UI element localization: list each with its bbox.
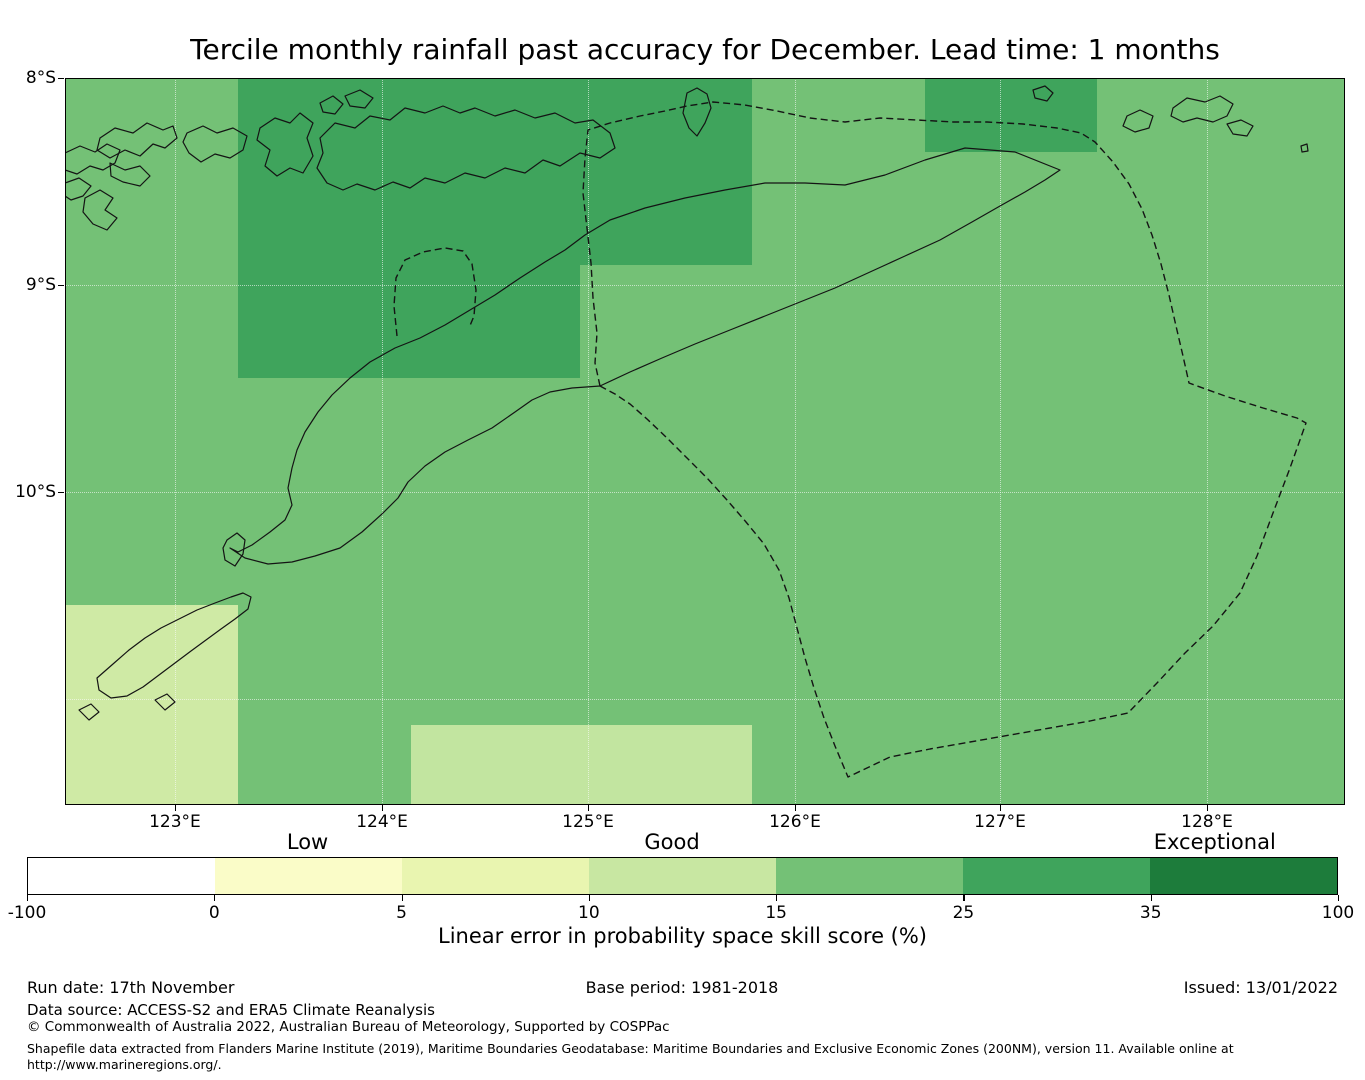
colorbar-segment-5-10 [402,858,589,894]
colorbar-tick-label: -100 [7,903,47,923]
x-tick-label: 124°E [356,812,408,832]
chart-title: Tercile monthly rainfall past accuracy f… [190,33,1220,66]
gridline-longitude [794,78,796,805]
oecusse-boundary-line [393,247,477,337]
colorbar-tick-mark [776,895,778,901]
colorbar-tick-label: 25 [952,903,975,923]
coastlines [65,85,1309,721]
footer-issued: Issued: 13/01/2022 [1183,978,1338,997]
small-island-coastline [154,693,176,711]
small-island-coastline [1226,119,1254,137]
x-tick-label: 123°E [149,812,201,832]
y-tick-mark [58,492,64,494]
colorbar-segment-0-5 [215,858,402,894]
gridline-longitude [588,78,589,805]
gridline-longitude [382,78,384,805]
x-tick-mark [588,805,590,811]
gridline-longitude [1000,78,1002,805]
colorbar-tick-label: 100 [1321,903,1355,923]
y-tick-mark [58,78,64,80]
colorbar-segment--100-0 [28,858,215,894]
pantar-island-coastline [256,112,314,177]
alor-island-coastline [316,105,616,191]
colorbar-tick-mark [401,895,403,901]
eez-boundaries-dashed [393,101,1307,778]
footer-copyright: © Commonwealth of Australia 2022, Austra… [27,1019,670,1035]
colorbar-tick-label: 15 [765,903,787,923]
footer-shapefile-note: Shapefile data extracted from Flanders M… [27,1041,1234,1073]
y-tick-label: 9°S [25,274,56,295]
small-island-coastline [82,189,118,231]
gridline-latitude [65,492,1345,494]
map-area [65,78,1345,805]
small-island-coastline [1170,95,1234,123]
y-tick-label: 10°S [15,482,56,503]
small-island-coastline [1122,109,1154,133]
x-tick-label: 128°E [1181,812,1233,832]
gridline-latitude [65,284,1345,286]
map-cell-northwest-block [237,264,580,379]
rote-island-coastline [96,592,252,699]
semau-island-coastline [222,532,246,567]
colorbar [27,857,1338,895]
colorbar-segment-35-100 [1150,858,1337,894]
atauro-island-coastline [682,87,712,137]
timor-island-coastline [229,147,1061,565]
lat-lon-gridlines [65,78,1345,805]
y-tick-mark [58,284,64,287]
map-cell-north-central-block [237,78,753,265]
footer-data-source: Data source: ACCESS-S2 and ERA5 Climate … [27,1001,435,1019]
small-island-coastline [78,703,100,721]
colorbar-tick-mark [27,895,29,901]
x-tick-mark [1207,805,1209,811]
x-tick-mark [174,805,177,811]
small-island-coastline [1032,85,1054,102]
eez-boundary-line [582,101,1307,778]
colorbar-tick-mark [963,895,965,901]
colorbar-tick-mark [588,895,591,901]
x-tick-label: 125°E [562,812,614,832]
map-cell-northeast-block [925,78,1097,153]
small-island-coastline [65,143,121,175]
small-island-coastline [344,89,374,109]
x-tick-mark [794,805,797,811]
small-island-coastline [182,125,248,163]
colorbar-segment-25-35 [963,858,1150,894]
colorbar-tick-label: 35 [1139,903,1162,923]
colorbar-caption: Linear error in probability space skill … [438,924,927,948]
colorbar-tick-mark [1150,895,1152,901]
colorbar-tick-mark [214,895,216,901]
colorbar-segment-10-15 [589,858,776,894]
colorbar-tick-label: 5 [396,903,407,923]
colorbar-segment-15-25 [776,858,963,894]
map-cell-south-central-block [410,725,753,805]
small-island-coastline [1300,143,1309,153]
gridline-longitude [174,78,176,805]
colorbar-class-label-good: Good [644,830,700,854]
small-island-coastline [65,177,92,201]
small-island-coastline [319,95,344,115]
colorbar-tick-label: 0 [208,903,220,923]
colorbar-class-label-low: Low [286,830,329,854]
map-overlay [65,85,1309,778]
footer-run-date: Run date: 17th November [27,978,235,997]
x-tick-mark [382,805,384,811]
colorbar-class-label-exceptional: Exceptional [1153,830,1276,854]
small-island-coastline [96,122,178,159]
x-tick-label: 126°E [769,812,821,832]
x-tick-label: 127°E [974,812,1026,832]
footer-base-period: Base period: 1981-2018 [585,978,779,997]
gridline-longitude [1207,78,1209,805]
x-tick-mark [1000,805,1002,811]
gridline-latitude [65,699,1345,700]
colorbar-tick-label: 10 [578,903,600,923]
colorbar-tick-mark [1338,895,1340,901]
map-frame [65,78,1345,805]
y-tick-label: 8°S [25,68,56,88]
